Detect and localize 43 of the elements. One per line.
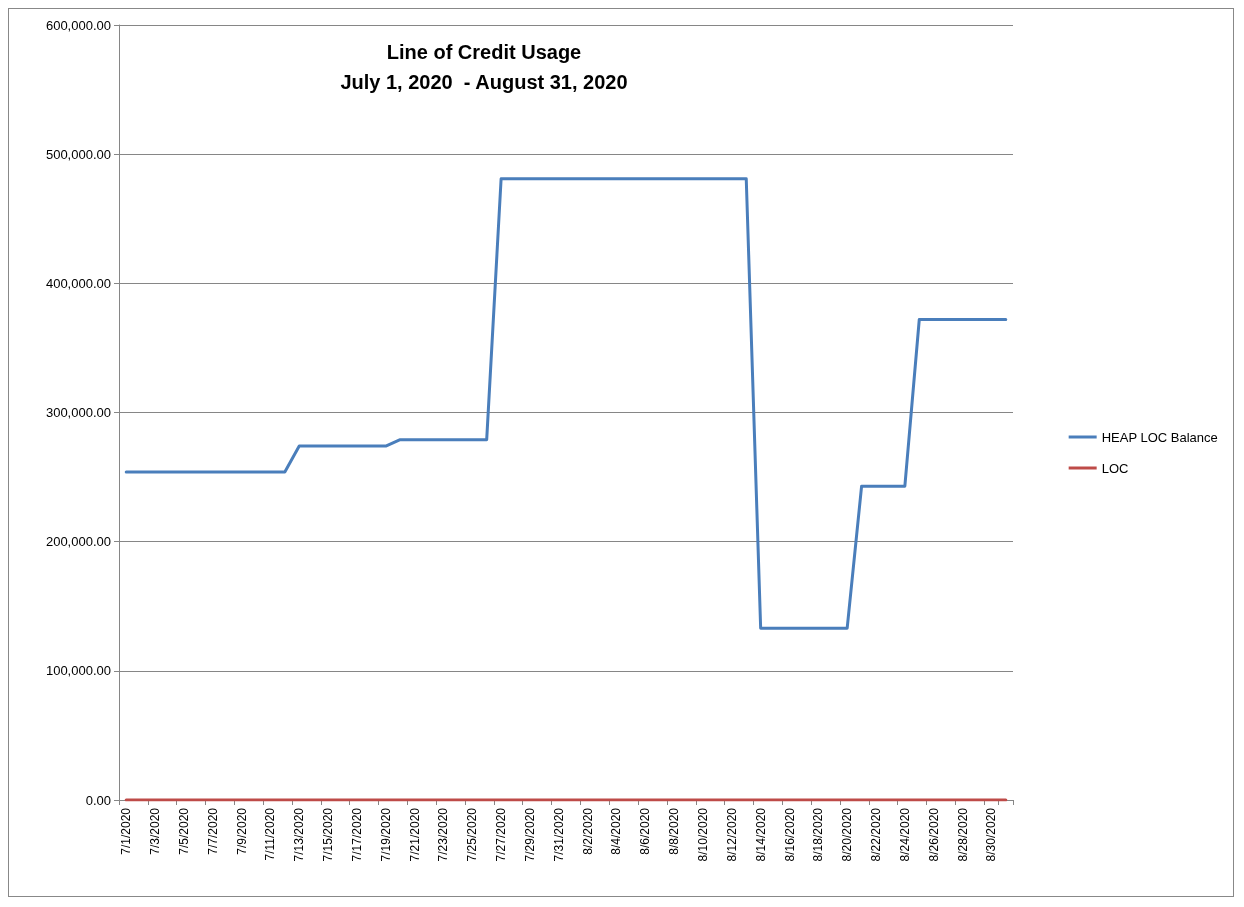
x-tick-label: 7/17/2020: [349, 807, 364, 862]
x-tick-label: 8/20/2020: [840, 807, 855, 862]
x-tick-label: 7/31/2020: [551, 807, 566, 862]
x-tick-label: 8/26/2020: [926, 807, 941, 862]
y-tick-label: 0.00: [85, 792, 111, 808]
legend-label: LOC: [1101, 460, 1129, 476]
x-tick-label: 8/14/2020: [753, 807, 768, 862]
x-tick-label: 8/6/2020: [638, 807, 653, 855]
x-tick-label: 8/8/2020: [667, 807, 682, 855]
x-tick-label: 8/2/2020: [580, 807, 595, 855]
x-tick-label: 7/3/2020: [148, 807, 163, 855]
y-tick-label: 100,000.00: [45, 663, 111, 679]
x-tick-label: 7/21/2020: [407, 807, 422, 862]
x-tick-label: 7/19/2020: [378, 807, 393, 862]
text: Line of Credit Usage: [386, 41, 582, 63]
x-tick-label: 8/4/2020: [609, 807, 624, 855]
legend-label: HEAP LOC Balance: [1101, 429, 1218, 445]
x-tick-label: 8/30/2020: [984, 807, 999, 862]
x-tick-label: 8/28/2020: [955, 807, 970, 862]
x-tick-label: 7/23/2020: [436, 807, 451, 862]
x-tick-label: 7/27/2020: [494, 807, 509, 862]
y-tick-label: 400,000.00: [45, 275, 111, 291]
x-tick-label: 7/5/2020: [176, 807, 191, 855]
x-tick-label: 7/9/2020: [234, 807, 249, 855]
x-tick-label: 7/29/2020: [522, 807, 537, 862]
x-tick-label: 8/24/2020: [897, 807, 912, 862]
y-tick-label: 600,000.00: [45, 17, 111, 33]
x-tick-label: 7/7/2020: [205, 807, 220, 855]
x-tick-label: 7/11/2020: [263, 807, 278, 861]
x-tick-label: 7/15/2020: [321, 807, 336, 862]
x-tick-label: 8/12/2020: [724, 807, 739, 862]
line-series: [124, 177, 1008, 630]
y-tick-label: 500,000.00: [45, 146, 111, 162]
x-tick-label: 8/22/2020: [869, 807, 884, 862]
x-tick-label: 8/18/2020: [811, 807, 826, 862]
x-tick-label: 8/10/2020: [695, 807, 710, 862]
y-tick-label: 300,000.00: [45, 405, 111, 420]
x-tick-label: 8/16/2020: [782, 807, 797, 862]
x-tick-label: 7/1/2020: [119, 807, 134, 855]
y-tick-label: 200,000.00: [45, 534, 111, 550]
x-tick-label: 7/13/2020: [292, 807, 307, 862]
text: July 1, 2020 - August 31, 2020: [340, 71, 628, 93]
x-tick-label: 7/25/2020: [465, 807, 480, 862]
